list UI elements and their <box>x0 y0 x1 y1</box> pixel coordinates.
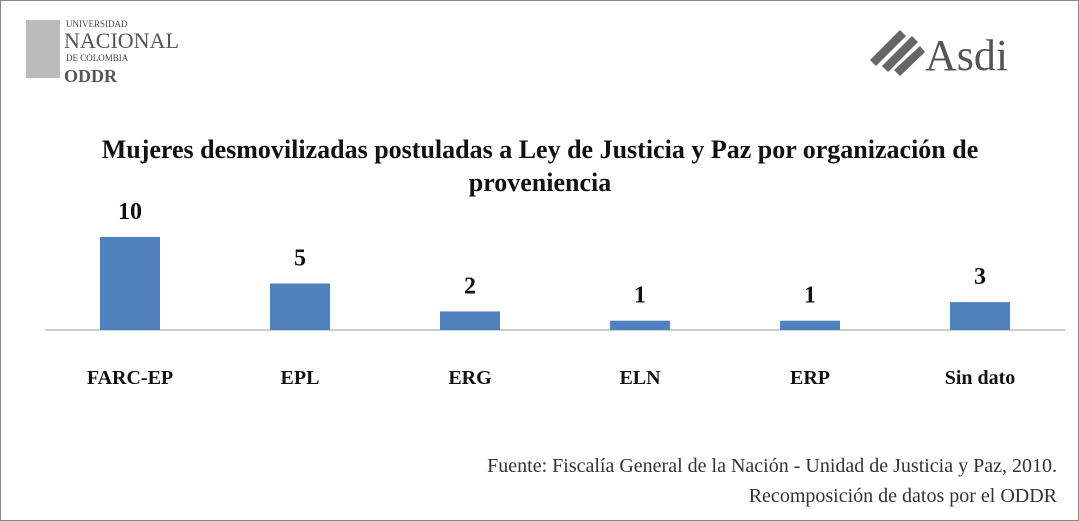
source: Fuente: Fiscalía General de la Nación - … <box>487 455 1057 477</box>
data-label: 5 <box>294 246 306 272</box>
logo-text: Asdi <box>925 31 1008 80</box>
logo-text: ODDR <box>64 66 118 86</box>
data-label: 2 <box>464 273 476 299</box>
logo-text: NACIONAL <box>64 28 179 53</box>
chart-title: Mujeres desmovilizadas postuladas a Ley … <box>101 135 979 197</box>
data-label: 1 <box>804 283 816 309</box>
bar <box>950 302 1010 330</box>
bar <box>780 320 840 330</box>
right-logo-emblem <box>870 30 925 76</box>
logo-text: DE COLOMBIA <box>66 53 129 63</box>
data-label: 3 <box>974 264 986 290</box>
x-tick-label: ELN <box>619 367 661 389</box>
data-label: 1 <box>634 283 646 309</box>
source: Recomposición de datos por el ODDR <box>748 485 1057 507</box>
bar <box>440 311 500 330</box>
x-tick-label: ERG <box>448 367 492 389</box>
data-label: 10 <box>118 199 142 225</box>
x-tick-label: ERP <box>790 367 830 389</box>
x-tick-label: EPL <box>281 367 320 389</box>
bar <box>100 237 160 330</box>
left-logo-emblem <box>26 20 60 78</box>
bar <box>270 283 330 330</box>
x-tick-label: Sin dato <box>945 367 1016 389</box>
bar <box>610 320 670 330</box>
x-tick-label: FARC-EP <box>87 367 173 389</box>
logo-text: UNIVERSIDAD <box>66 19 128 29</box>
